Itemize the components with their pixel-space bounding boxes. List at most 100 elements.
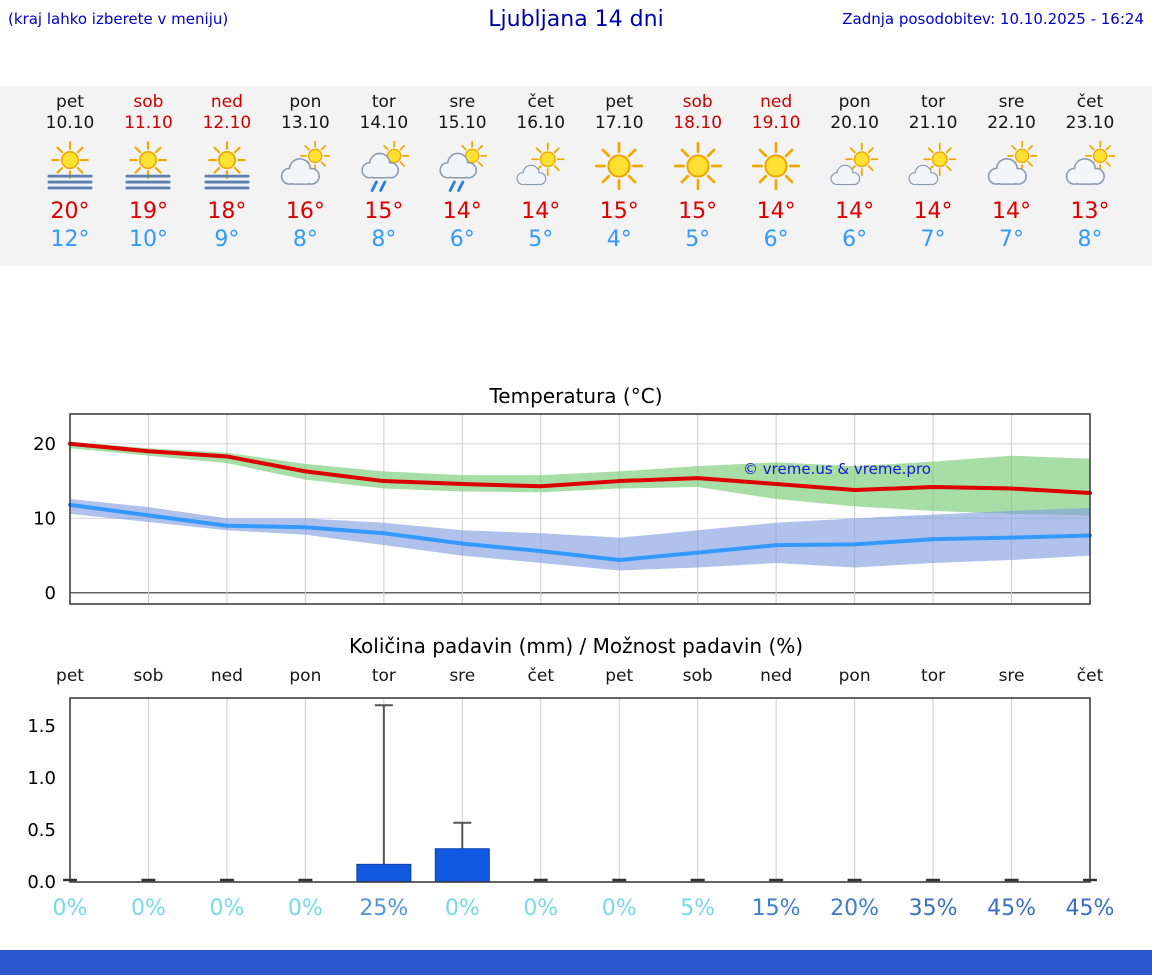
day-date: 21.10 xyxy=(908,113,958,133)
low-temp: 8° xyxy=(1077,227,1103,252)
high-temp: 14° xyxy=(521,199,561,224)
precip-probability: 0% xyxy=(444,896,480,921)
sun-cloud-icon xyxy=(514,139,568,193)
low-temp: 5° xyxy=(685,227,711,252)
day-date: 17.10 xyxy=(594,113,644,133)
day-name: čet xyxy=(527,92,554,112)
low-temp: 6° xyxy=(449,227,475,252)
sun-icon xyxy=(749,139,803,193)
high-temp: 15° xyxy=(364,199,404,224)
sun-fog-icon xyxy=(200,139,254,193)
high-temp: 14° xyxy=(442,199,482,224)
forecast-day-column: čet 16.10 14° 5° xyxy=(497,86,585,253)
precip-probability: 0% xyxy=(601,896,637,921)
weather-page: (kraj lahko izberete v meniju) Ljubljana… xyxy=(0,7,1152,975)
y-tick-label: 1.0 xyxy=(27,768,56,789)
precip-probability-row: 0% 0% 0% 0% 25% 0% 0% 0% 5% 15% 20% 35% 45% 45% xyxy=(0,896,1152,928)
precip-day-label: sob xyxy=(133,666,164,686)
sun-cloud-icon xyxy=(828,139,882,193)
precip-chart-title: Količina padavin (mm) / Možnost padavin … xyxy=(348,634,804,658)
temp-min-line xyxy=(68,502,1092,563)
day-date: 16.10 xyxy=(516,113,566,133)
day-date: 13.10 xyxy=(281,113,330,133)
y-tick-label: 0.0 xyxy=(27,872,56,892)
sun-icon xyxy=(592,139,646,193)
high-temp: 14° xyxy=(835,199,875,224)
forecast-day-column: pon 13.10 16° 8° xyxy=(261,86,349,253)
high-temp: 18° xyxy=(207,199,247,224)
day-date: 20.10 xyxy=(830,113,879,133)
low-temp: 7° xyxy=(920,227,946,252)
forecast-day-column: tor 14.10 15° 8° xyxy=(340,86,428,253)
day-date: 15.10 xyxy=(437,113,487,133)
precip-probability: 5% xyxy=(680,896,716,921)
day-name: sre xyxy=(998,92,1025,112)
precip-probability: 35% xyxy=(908,896,958,921)
plot-border xyxy=(69,413,1091,605)
y-tick-label: 20 xyxy=(33,434,56,455)
sun-rain-icon xyxy=(435,139,489,193)
day-name: tor xyxy=(371,92,396,112)
high-temp: 14° xyxy=(992,199,1032,224)
precip-bar xyxy=(356,863,412,883)
last-updated: Zadnja posodobitev: 10.10.2025 - 16:24 xyxy=(842,10,1144,28)
low-temp: 9° xyxy=(214,227,240,252)
temp-min-band xyxy=(70,498,1090,571)
precip-probability: 0% xyxy=(52,896,88,921)
precip-day-label: pon xyxy=(838,666,871,686)
precip-probability: 20% xyxy=(830,896,880,921)
cloud-sun-icon xyxy=(1063,139,1117,193)
y-tick-label: 0 xyxy=(45,583,56,604)
forecast-day-column: sob 11.10 19° 10° xyxy=(104,86,192,253)
day-date: 22.10 xyxy=(987,113,1036,133)
cloud-sun-icon xyxy=(985,139,1039,193)
low-temp: 12° xyxy=(50,227,90,252)
low-temp: 6° xyxy=(842,227,868,252)
precip-probability: 0% xyxy=(523,896,559,921)
low-temp: 4° xyxy=(606,227,632,252)
forecast-day-column: sre 22.10 14° 7° xyxy=(968,86,1056,253)
day-date: 23.10 xyxy=(1065,113,1115,133)
high-temp: 14° xyxy=(913,199,953,224)
day-date: 10.10 xyxy=(45,113,95,133)
y-tick-label: 0.5 xyxy=(27,820,56,841)
day-name: pet xyxy=(56,92,84,112)
low-temp: 6° xyxy=(763,227,789,252)
forecast-day-column: ned 12.10 18° 9° xyxy=(183,86,271,253)
precip-probability: 0% xyxy=(209,896,245,921)
sun-icon xyxy=(671,139,725,193)
forecast-day-column: sob 18.10 15° 5° xyxy=(654,86,742,253)
day-name: ned xyxy=(760,92,793,112)
precip-day-labels-row: pet sob ned pon tor sre čet pet sob ned pon tor sre č… xyxy=(0,666,1152,692)
precip-day-label: čet xyxy=(1076,666,1104,686)
precip-day-label: sre xyxy=(449,666,476,686)
day-name: sre xyxy=(449,92,476,112)
precip-probability: 0% xyxy=(131,896,166,921)
high-temp: 16° xyxy=(285,199,325,224)
sun-fog-icon xyxy=(121,139,175,193)
day-name: tor xyxy=(921,92,946,112)
precip-probability: 0% xyxy=(287,896,323,921)
high-temp: 15° xyxy=(599,199,639,224)
day-name: ned xyxy=(210,92,243,112)
day-date: 19.10 xyxy=(751,113,801,133)
forecast-strip: pet 10.10 20° 12° sob 11.10 19° 10° ned 12.10 18° 9… xyxy=(0,86,1152,266)
forecast-day-column: pet 17.10 15° 4° xyxy=(575,86,663,253)
precip-day-label: pet xyxy=(56,666,84,686)
temperature-chart: © vreme.us & vreme.pro 20 10 0 xyxy=(33,413,1092,605)
temp-max-band xyxy=(70,441,1090,516)
y-tick-label: 1.5 xyxy=(27,716,56,737)
forecast-day-column: pon 20.10 14° 6° xyxy=(811,86,899,253)
temp-max-line xyxy=(68,441,1092,495)
day-date: 11.10 xyxy=(124,113,173,133)
precip-probability: 25% xyxy=(359,896,409,921)
precip-day-label: ned xyxy=(210,666,243,686)
precip-day-label: pet xyxy=(605,666,634,686)
high-temp: 20° xyxy=(50,199,90,224)
precip-day-label: tor xyxy=(921,666,946,686)
sun-cloud-icon xyxy=(906,139,960,193)
precip-probability: 45% xyxy=(1065,896,1115,921)
day-name: čet xyxy=(1076,92,1104,112)
precip-bar xyxy=(434,848,490,883)
day-name: pet xyxy=(605,92,634,112)
